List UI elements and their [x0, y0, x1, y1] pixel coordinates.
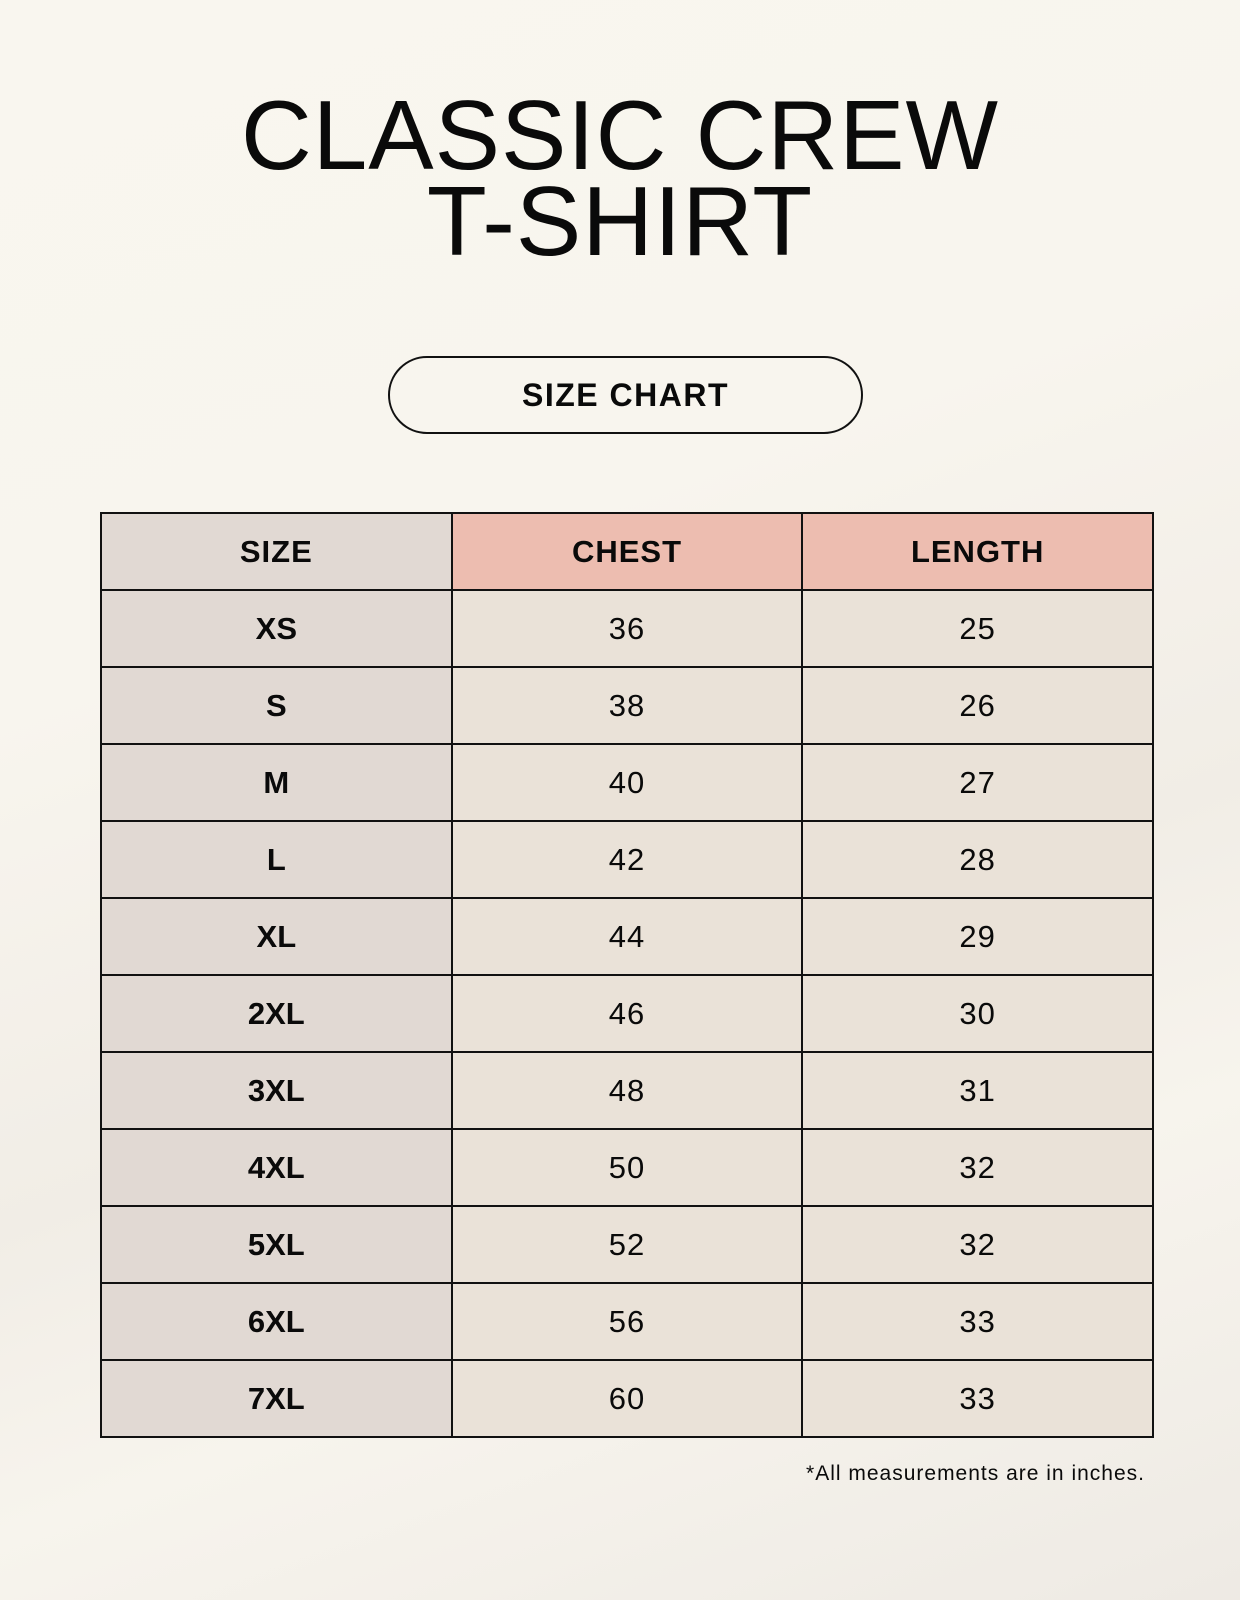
cell-chest: 38	[450, 666, 804, 745]
table-row: XS 36 25	[100, 589, 1154, 668]
cell-chest: 36	[450, 589, 804, 668]
size-table: SIZE CHEST LENGTH XS 36 25 S 38 26 M 40 27 L 42 28 X…	[100, 512, 1154, 1438]
cell-length: 26	[801, 666, 1154, 745]
cell-size: 3XL	[100, 1051, 453, 1130]
cell-length: 33	[801, 1359, 1154, 1438]
table-row: 4XL 50 32	[100, 1128, 1154, 1207]
cell-length: 32	[801, 1128, 1154, 1207]
cell-chest: 48	[450, 1051, 804, 1130]
cell-length: 27	[801, 743, 1154, 822]
cell-chest: 46	[450, 974, 804, 1053]
cell-size: 7XL	[100, 1359, 453, 1438]
size-chart-badge: SIZE CHART	[388, 356, 863, 434]
cell-chest: 40	[450, 743, 804, 822]
header-chest: CHEST	[450, 512, 804, 591]
title-line-1: CLASSIC CREW	[240, 80, 999, 190]
cell-chest: 52	[450, 1205, 804, 1284]
cell-length: 33	[801, 1282, 1154, 1361]
table-row: 6XL 56 33	[100, 1282, 1154, 1361]
cell-size: XL	[100, 897, 453, 976]
cell-size: 6XL	[100, 1282, 453, 1361]
cell-size: 2XL	[100, 974, 453, 1053]
footnote: *All measurements are in inches.	[806, 1462, 1145, 1485]
cell-length: 31	[801, 1051, 1154, 1130]
header-size: SIZE	[100, 512, 453, 591]
cell-length: 25	[801, 589, 1154, 668]
table-row: 7XL 60 33	[100, 1359, 1154, 1438]
table-row: 3XL 48 31	[100, 1051, 1154, 1130]
table-row: 2XL 46 30	[100, 974, 1154, 1053]
cell-size: S	[100, 666, 453, 745]
page-title: CLASSIC CREW T-SHIRT	[0, 80, 1240, 276]
cell-size: XS	[100, 589, 453, 668]
header-length: LENGTH	[801, 512, 1154, 591]
table-row: L 42 28	[100, 820, 1154, 899]
cell-size: 5XL	[100, 1205, 453, 1284]
cell-chest: 42	[450, 820, 804, 899]
cell-size: L	[100, 820, 453, 899]
table-row: M 40 27	[100, 743, 1154, 822]
cell-size: 4XL	[100, 1128, 453, 1207]
cell-chest: 60	[450, 1359, 804, 1438]
table-row: XL 44 29	[100, 897, 1154, 976]
cell-chest: 50	[450, 1128, 804, 1207]
cell-size: M	[100, 743, 453, 822]
cell-length: 30	[801, 974, 1154, 1053]
cell-chest: 56	[450, 1282, 804, 1361]
table-row: S 38 26	[100, 666, 1154, 745]
table-row: 5XL 52 32	[100, 1205, 1154, 1284]
title-line-2: T-SHIRT	[426, 166, 814, 276]
table-header-row: SIZE CHEST LENGTH	[100, 512, 1154, 591]
cell-length: 28	[801, 820, 1154, 899]
cell-length: 29	[801, 897, 1154, 976]
cell-chest: 44	[450, 897, 804, 976]
cell-length: 32	[801, 1205, 1154, 1284]
